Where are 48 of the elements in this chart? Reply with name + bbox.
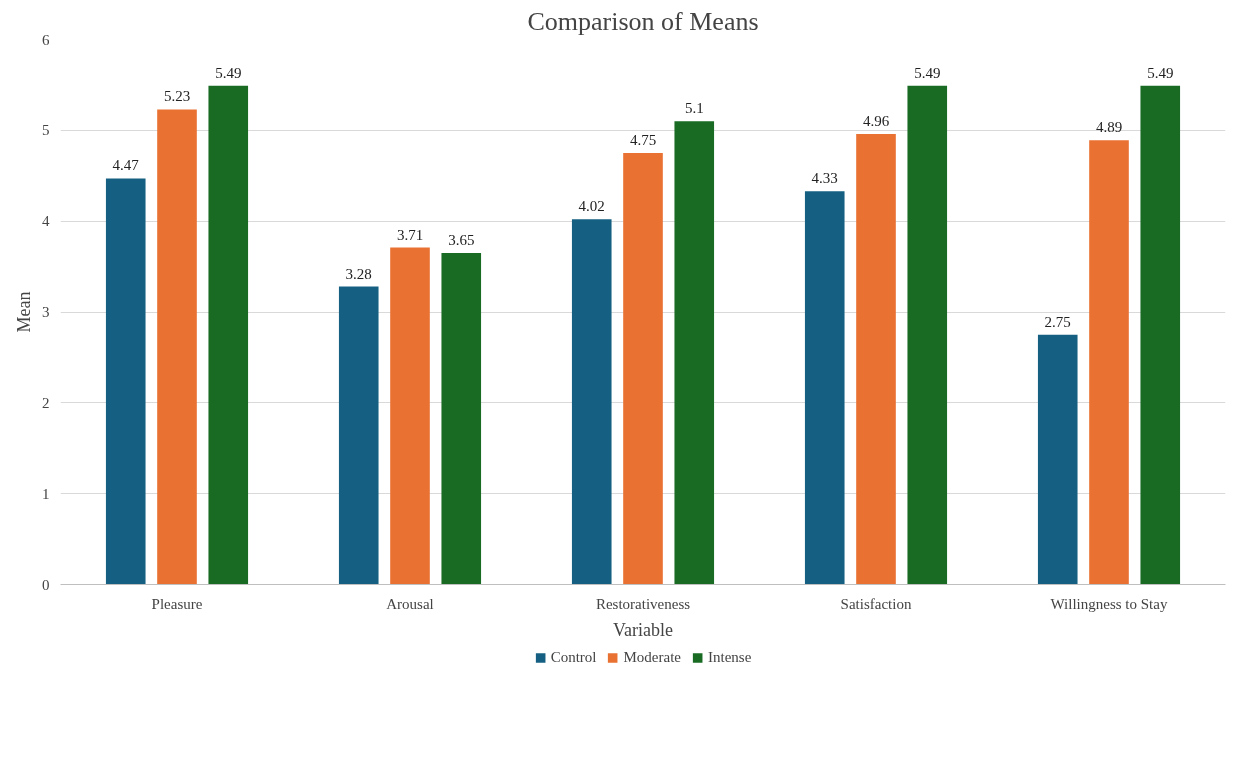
bar bbox=[390, 247, 430, 585]
data-label: 4.33 bbox=[811, 170, 838, 187]
data-label: 3.28 bbox=[345, 265, 372, 282]
data-label: 5.49 bbox=[215, 64, 242, 81]
bar bbox=[208, 85, 249, 585]
data-label: 5.49 bbox=[914, 64, 941, 81]
y-tick-label: 3 bbox=[42, 304, 50, 320]
legend-label: Control bbox=[550, 648, 597, 666]
x-tick-label: Satisfaction bbox=[840, 595, 912, 612]
data-label: 3.65 bbox=[448, 231, 475, 248]
data-label: 4.89 bbox=[1095, 119, 1123, 136]
data-label: 4.75 bbox=[629, 132, 657, 149]
bar bbox=[907, 85, 948, 585]
y-tick-label: 1 bbox=[42, 485, 50, 502]
bar bbox=[571, 219, 612, 585]
bar bbox=[856, 133, 896, 585]
bar bbox=[338, 286, 379, 585]
bar bbox=[105, 178, 146, 585]
data-label: 5.49 bbox=[1147, 64, 1174, 81]
legend-label: Intense bbox=[708, 648, 752, 666]
y-tick-label: 2 bbox=[42, 394, 50, 411]
x-axis-title: Variable bbox=[613, 619, 673, 640]
y-tick-label: 6 bbox=[42, 31, 50, 48]
bar bbox=[804, 191, 845, 585]
bar bbox=[623, 153, 663, 585]
bar bbox=[674, 121, 715, 585]
x-tick-label: Pleasure bbox=[151, 595, 203, 612]
data-label: 5.1 bbox=[684, 100, 704, 117]
bar bbox=[157, 109, 197, 585]
x-tick-label: Willingness to Stay bbox=[1050, 595, 1168, 612]
data-label: 4.47 bbox=[112, 157, 140, 174]
data-label: 3.71 bbox=[396, 226, 424, 243]
data-label: 5.23 bbox=[163, 88, 191, 105]
data-label: 2.75 bbox=[1044, 313, 1071, 330]
legend-label: Moderate bbox=[623, 648, 681, 666]
y-axis-title: Mean bbox=[14, 291, 34, 333]
y-tick-label: 0 bbox=[42, 576, 50, 593]
bar bbox=[441, 252, 482, 585]
y-tick-label: 5 bbox=[42, 122, 50, 139]
x-tick-label: Arousal bbox=[386, 595, 434, 612]
bar bbox=[1037, 334, 1078, 585]
y-tick-label: 4 bbox=[42, 213, 50, 230]
bar bbox=[1089, 140, 1129, 585]
x-tick-label: Restorativeness bbox=[595, 595, 691, 612]
data-label: 4.96 bbox=[862, 112, 890, 129]
bar bbox=[1140, 85, 1181, 585]
data-label: 4.02 bbox=[578, 198, 605, 215]
chart-title: Comparison of Means bbox=[527, 6, 759, 36]
